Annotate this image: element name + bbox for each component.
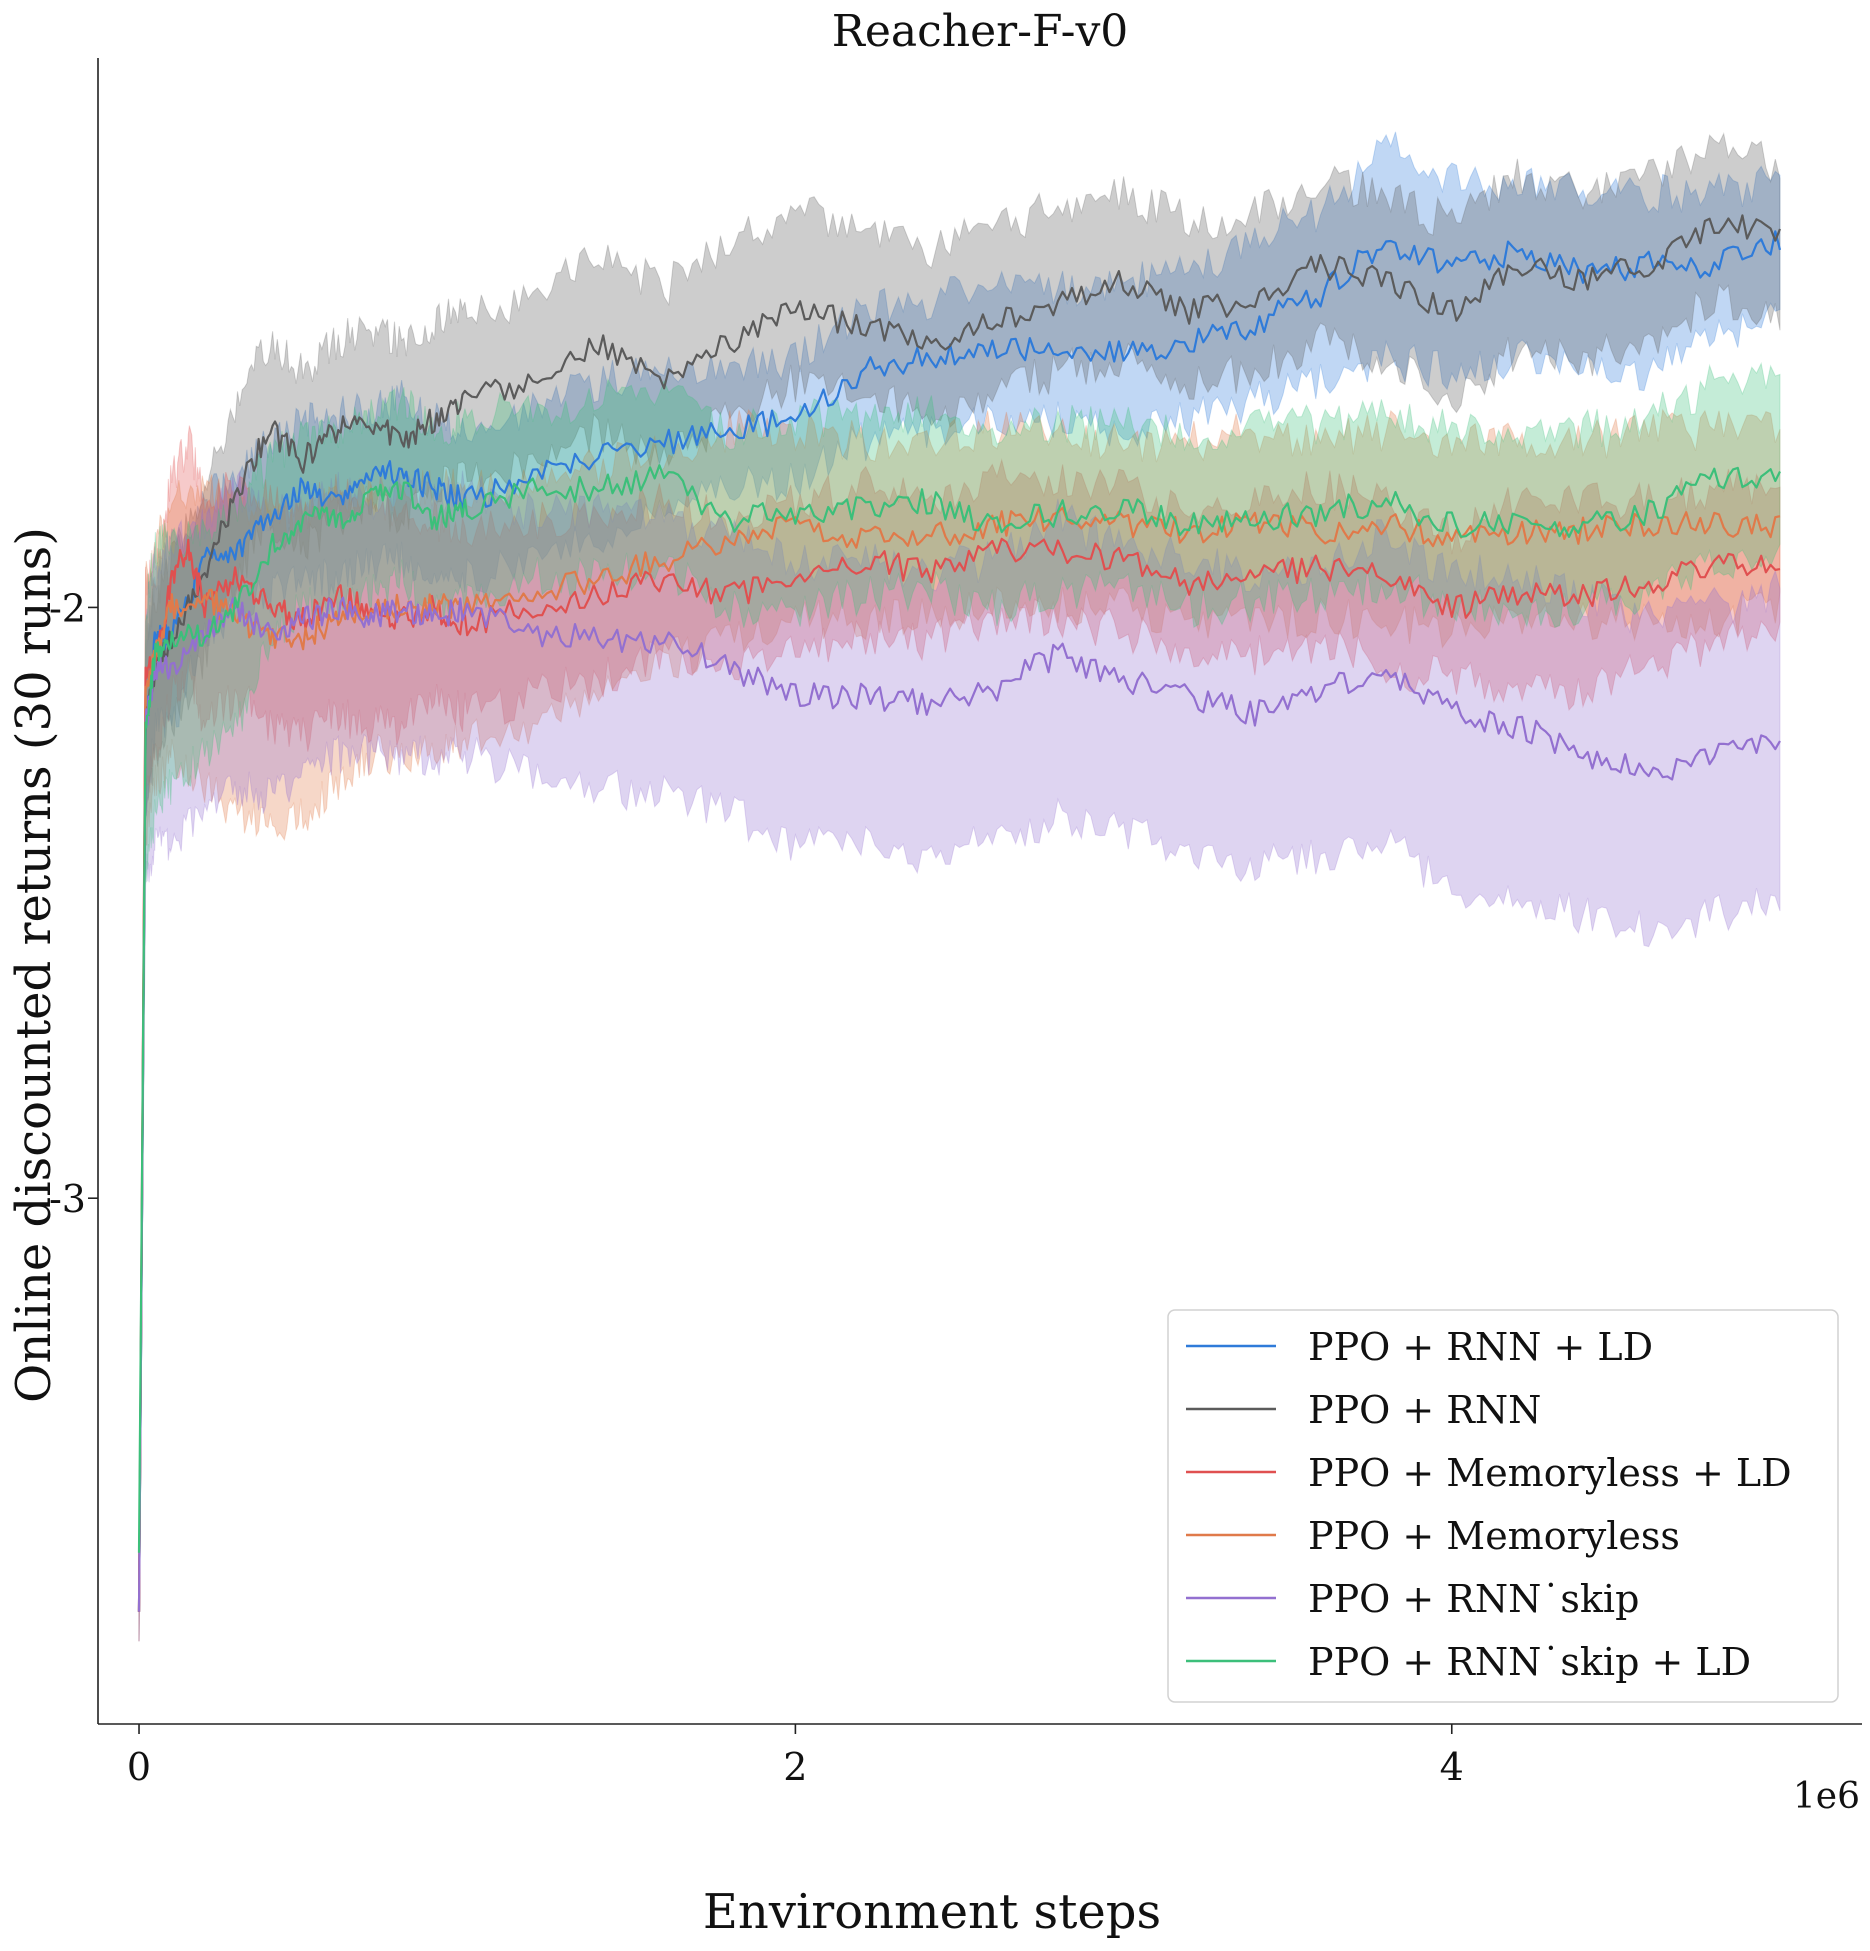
x-tick-label: 4 [1440, 1745, 1464, 1789]
legend-label: PPO + RNN˙skip [1308, 1577, 1639, 1621]
line-ppo-rnn-ld [137, 230, 1782, 1612]
legend-items: PPO + RNN + LD PPO + RNN PPO + Memoryless … [1186, 1325, 1792, 1684]
series-lines [137, 214, 1782, 1612]
legend-label: PPO + Memoryless [1308, 1514, 1680, 1558]
confidence-bands [138, 131, 1781, 1642]
legend-frame [1167, 1309, 1839, 1703]
x-offset-label: 1e6 [1793, 1776, 1860, 1817]
y-tick-label: -2 [49, 586, 86, 630]
x-tick-label: 2 [783, 1745, 807, 1789]
y-tick-label: -3 [49, 1177, 86, 1221]
band-ppo-rnn-skip [138, 469, 1781, 1642]
y-ticks: -3 -2 [49, 586, 98, 1221]
legend-label: PPO + Memoryless + LD [1308, 1451, 1792, 1495]
x-axis-label: Environment steps [703, 1884, 1161, 1940]
line-ppo-memoryless [137, 506, 1781, 1612]
chart-title: Reacher-F-v0 [832, 6, 1129, 57]
legend: PPO + RNN + LD PPO + RNN PPO + Memoryless … [1167, 1309, 1839, 1703]
legend-label: PPO + RNN + LD [1308, 1325, 1653, 1369]
line-ppo-memoryless-ld [137, 537, 1781, 1612]
legend-label: PPO + RNN˙skip + LD [1308, 1640, 1751, 1684]
band-ppo-rnn-skip-ld [138, 361, 1781, 1612]
legend-label: PPO + RNN [1308, 1388, 1541, 1432]
x-ticks: 0 2 4 [127, 1724, 1464, 1789]
line-ppo-rnn-skip-ld [137, 464, 1781, 1553]
line-ppo-rnn-skip [137, 596, 1781, 1612]
band-ppo-memoryless-ld [138, 425, 1781, 1642]
band-ppo-memoryless [138, 408, 1781, 1642]
y-axis-label: Online discounted returns (30 runs) [6, 527, 62, 1403]
band-ppo-rnn [138, 132, 1781, 1642]
line-ppo-rnn [137, 214, 1782, 1612]
x-tick-label: 0 [127, 1745, 151, 1789]
